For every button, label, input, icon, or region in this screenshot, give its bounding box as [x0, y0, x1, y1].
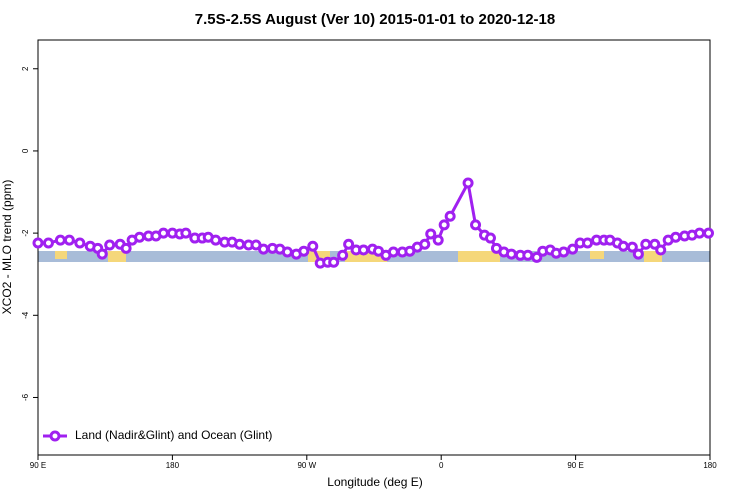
data-point — [257, 243, 269, 255]
data-point — [617, 240, 629, 252]
data-point — [32, 237, 44, 249]
data-point — [655, 244, 667, 256]
data-point — [234, 238, 246, 250]
data-point — [387, 246, 399, 258]
data-point — [419, 238, 431, 250]
x-tick-label: 90 E — [567, 461, 583, 470]
data-point — [484, 232, 496, 244]
data-point — [444, 210, 456, 222]
data-point — [281, 246, 293, 258]
data-point — [134, 231, 146, 243]
data-point — [343, 238, 355, 250]
data-point — [96, 248, 108, 260]
x-tick-label: 180 — [703, 461, 717, 470]
data-point — [582, 237, 594, 249]
data-point — [104, 239, 116, 251]
data-point — [307, 240, 319, 252]
data-point — [120, 242, 132, 254]
data-point — [432, 234, 444, 246]
data-point — [63, 234, 75, 246]
surface-strip — [38, 251, 710, 262]
x-tick-label: 180 — [166, 461, 180, 470]
x-tick-label: 0 — [439, 461, 444, 470]
data-point — [462, 177, 474, 189]
data-point — [703, 227, 715, 239]
data-point — [470, 219, 482, 231]
data-point — [531, 251, 543, 263]
y-axis-label: XCO2 - MLO trend (ppm) — [0, 180, 14, 315]
data-point — [42, 237, 54, 249]
data-point — [157, 227, 169, 239]
data-point — [505, 248, 517, 260]
x-tick-label: 90 W — [297, 461, 316, 470]
legend-label: Land (Nadir&Glint) and Ocean (Glint) — [75, 428, 272, 442]
data-point — [567, 243, 579, 255]
data-point — [670, 231, 682, 243]
data-point — [558, 246, 570, 258]
data-point — [626, 241, 638, 253]
data-point — [632, 248, 644, 260]
data-point — [337, 249, 349, 261]
y-tick-label: -2 — [21, 229, 30, 237]
legend-marker — [49, 430, 61, 442]
data-point — [210, 234, 222, 246]
x-axis-label: Longitude (deg E) — [327, 475, 422, 489]
data-point — [74, 237, 86, 249]
data-point — [438, 219, 450, 231]
data-point — [54, 234, 66, 246]
data-point — [640, 238, 652, 250]
data-point — [328, 256, 340, 268]
data-point — [522, 249, 534, 261]
data-point — [425, 228, 437, 240]
data-point — [298, 245, 310, 257]
x-tick-label: 90 E — [30, 461, 46, 470]
data-point — [694, 227, 706, 239]
y-tick-label: 2 — [21, 66, 30, 71]
y-tick-label: -6 — [21, 393, 30, 401]
data-point — [180, 227, 192, 239]
chart-title: 7.5S-2.5S August (Ver 10) 2015-01-01 to … — [195, 11, 555, 28]
data-point — [358, 244, 370, 256]
y-tick-label: -4 — [21, 311, 30, 319]
y-tick-label: 0 — [21, 148, 30, 153]
